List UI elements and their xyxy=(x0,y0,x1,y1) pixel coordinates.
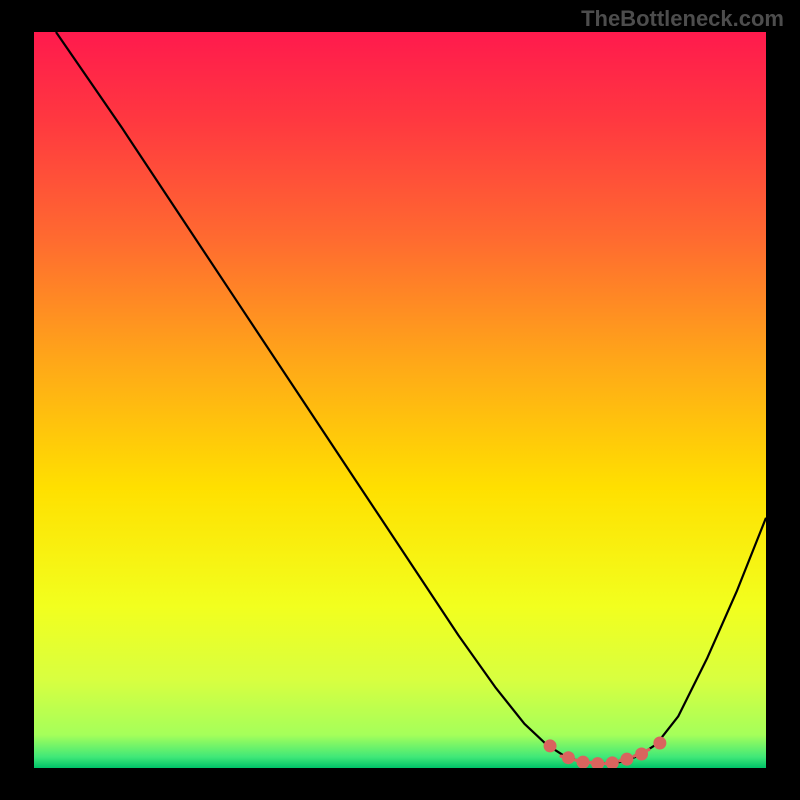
bottleneck-curve xyxy=(56,32,766,764)
watermark-text: TheBottleneck.com xyxy=(581,6,784,32)
chart-svg-layer xyxy=(34,32,766,768)
marker-dot xyxy=(591,757,604,768)
chart-plot-area xyxy=(34,32,766,768)
marker-dot xyxy=(620,753,633,766)
marker-dot xyxy=(577,756,590,768)
marker-dot xyxy=(653,736,666,749)
marker-dot xyxy=(544,739,557,752)
marker-dot xyxy=(635,748,648,761)
marker-dot xyxy=(562,751,575,764)
marker-dot xyxy=(606,756,619,768)
